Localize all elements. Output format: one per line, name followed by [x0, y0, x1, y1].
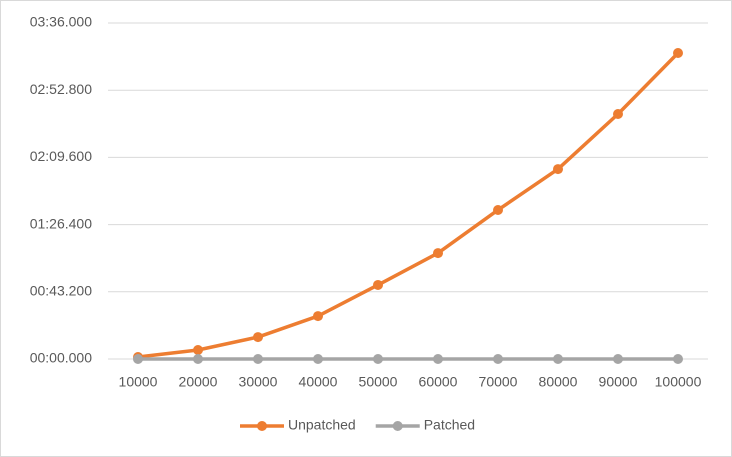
y-tick-label: 01:26.400 — [30, 215, 92, 231]
data-point — [673, 354, 683, 364]
data-point — [193, 354, 203, 364]
data-point — [553, 354, 563, 364]
legend-marker — [392, 421, 403, 431]
y-tick-label: 00:00.000 — [30, 350, 92, 366]
legend-marker — [257, 421, 267, 431]
x-tick-label: 20000 — [179, 374, 218, 390]
data-point — [313, 354, 323, 364]
x-tick-label: 80000 — [539, 374, 578, 390]
data-point — [253, 354, 263, 364]
data-point — [193, 344, 203, 355]
data-point — [313, 311, 323, 322]
data-point — [433, 354, 443, 364]
y-tick-label: 00:43.200 — [30, 283, 92, 299]
data-point — [493, 204, 503, 215]
x-tick-label: 60000 — [419, 374, 458, 390]
data-point — [613, 109, 623, 119]
data-point — [373, 279, 383, 290]
x-tick-label: 40000 — [299, 374, 338, 390]
x-tick-label: 90000 — [599, 374, 638, 390]
legend-label: Patched — [424, 417, 475, 433]
data-point — [673, 48, 683, 59]
y-tick-label: 02:09.600 — [30, 148, 92, 164]
data-point — [373, 354, 383, 364]
data-point — [433, 248, 443, 259]
series-line — [137, 51, 680, 359]
x-tick-label: 50000 — [359, 374, 398, 390]
y-tick-label: 03:36.000 — [30, 14, 92, 30]
y-tick-label: 02:52.800 — [30, 81, 92, 97]
x-tick-label: 10000 — [119, 374, 158, 390]
legend-label: Unpatched — [288, 417, 356, 433]
data-point — [253, 332, 263, 343]
data-point — [613, 354, 623, 364]
x-tick-label: 100000 — [655, 374, 702, 390]
data-point — [493, 354, 503, 364]
data-point — [133, 354, 143, 364]
x-tick-label: 70000 — [479, 374, 518, 390]
data-point — [553, 164, 563, 175]
x-tick-label: 30000 — [239, 374, 278, 390]
